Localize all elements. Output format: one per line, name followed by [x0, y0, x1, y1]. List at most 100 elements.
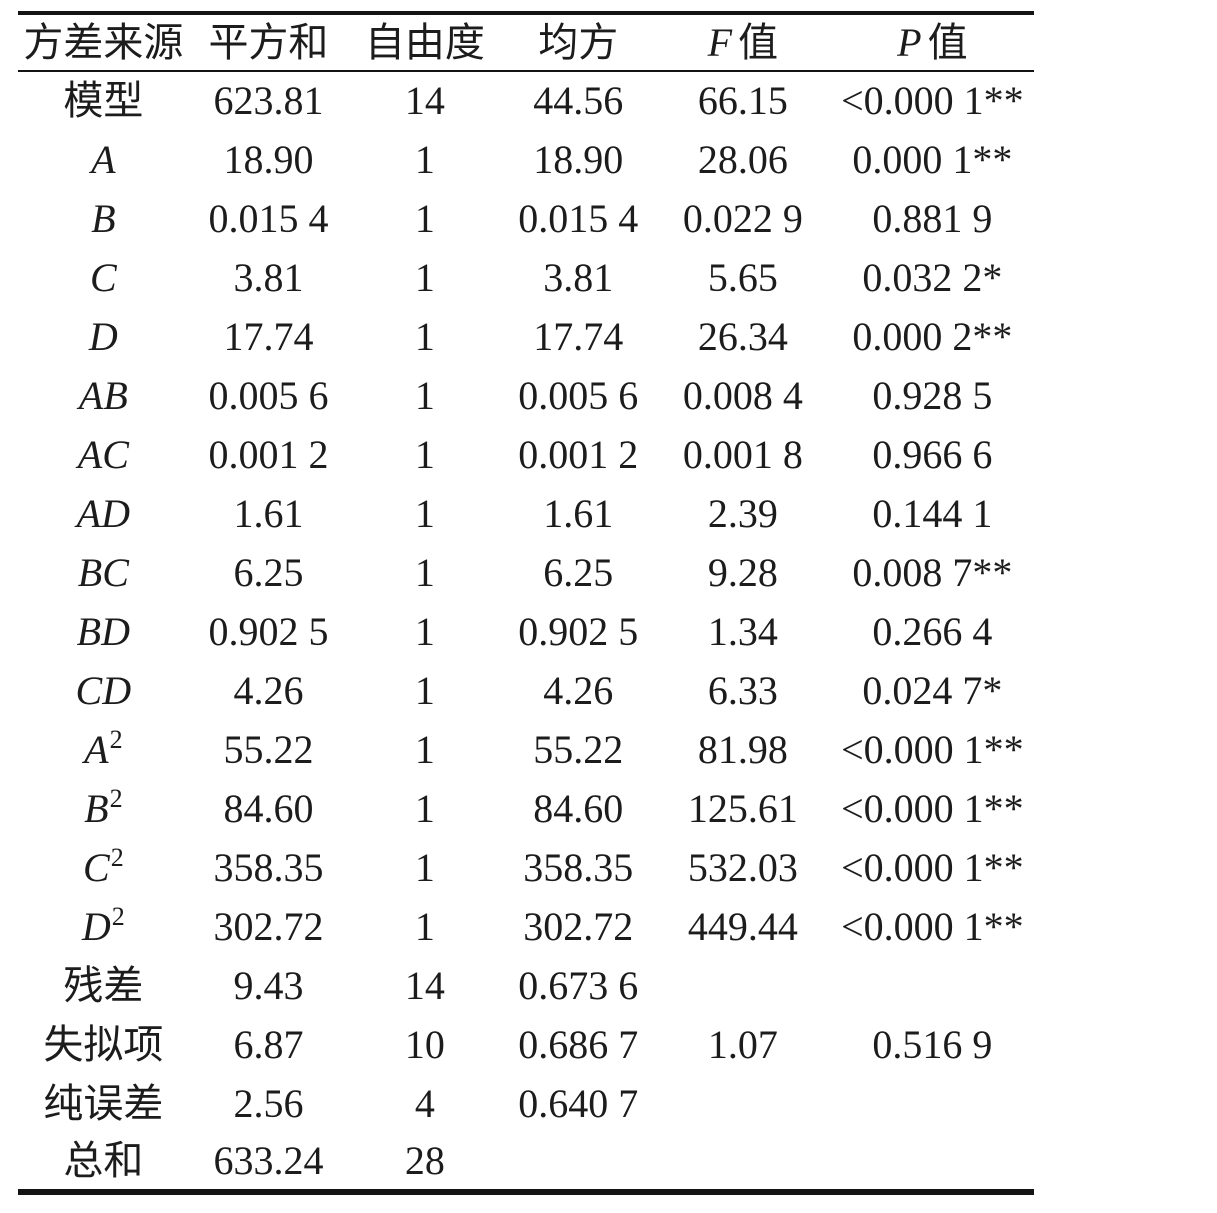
cell-source: C — [18, 248, 189, 307]
cell-degrees-of-freedom: 28 — [404, 1138, 445, 1183]
cell-p-value — [831, 956, 1034, 1015]
cell-degrees-of-freedom: 1 — [414, 549, 435, 595]
cell-mean-square: 18.90 — [533, 136, 624, 182]
cell-f-value: 125.61 — [687, 785, 798, 831]
cell-source: 纯误差 — [18, 1074, 189, 1133]
table-row: B2 84.60 1 84.60 125.61 <0.000 1** — [18, 779, 1034, 838]
cell-sum-of-squares: 358.35 — [213, 844, 324, 890]
cell-source: 失拟项 — [18, 1015, 189, 1074]
cell-sum-of-squares: 2.56 — [233, 1080, 304, 1126]
cell-sum-of-squares: 17.74 — [223, 313, 314, 359]
table-row: CD 4.26 1 4.26 6.33 0.024 7* — [18, 661, 1034, 720]
cell-degrees-of-freedom: 1 — [414, 490, 435, 536]
column-header-source: 方差来源 — [18, 13, 189, 71]
source-label: C — [83, 844, 110, 890]
source-label: AD — [76, 490, 130, 536]
source-label: 模型 — [63, 78, 144, 123]
cell-degrees-of-freedom: 10 — [404, 1021, 445, 1067]
table-row: 纯误差 2.56 4 0.640 7 — [18, 1074, 1034, 1133]
table-row: AD 1.61 1 1.61 2.39 0.144 1 — [18, 484, 1034, 543]
table-row: AB 0.005 6 1 0.005 6 0.008 4 0.928 5 — [18, 366, 1034, 425]
cell-p-value — [831, 1133, 1034, 1192]
cell-f-value: 81.98 — [697, 726, 788, 772]
header-italic-letter: P — [897, 19, 922, 65]
cell-mean-square: 55.22 — [533, 726, 624, 772]
cell-mean-square: 358.35 — [523, 844, 634, 890]
source-label: 纯误差 — [43, 1080, 164, 1126]
cell-f-value: 28.06 — [697, 136, 788, 182]
cell-mean-square: 0.005 6 — [518, 372, 639, 418]
table-row: A2 55.22 1 55.22 81.98 <0.000 1** — [18, 720, 1034, 779]
cell-source: C2 — [18, 838, 189, 897]
cell-mean-square: 0.001 2 — [518, 431, 639, 477]
table-row: 模型 623.81 14 44.56 66.15 <0.000 1** — [18, 71, 1034, 130]
cell-mean-square: 1.61 — [543, 490, 614, 536]
cell-p-value: 0.024 7* — [862, 667, 1003, 713]
cell-p-value: <0.000 1** — [841, 78, 1024, 123]
cell-source: A — [18, 130, 189, 189]
cell-mean-square: 0.673 6 — [518, 962, 639, 1008]
cell-source: CD — [18, 661, 189, 720]
header-label: 均方 — [538, 19, 619, 65]
table-row: AC 0.001 2 1 0.001 2 0.001 8 0.966 6 — [18, 425, 1034, 484]
table-row: 失拟项 6.87 10 0.686 7 1.07 0.516 9 — [18, 1015, 1034, 1074]
table-row: 残差 9.43 14 0.673 6 — [18, 956, 1034, 1015]
cell-sum-of-squares: 0.005 6 — [208, 372, 329, 418]
cell-mean-square — [502, 1133, 655, 1192]
cell-mean-square: 0.686 7 — [518, 1021, 639, 1067]
cell-f-value — [655, 1133, 831, 1192]
table-row: BC 6.25 1 6.25 9.28 0.008 7** — [18, 543, 1034, 602]
cell-f-value: 6.33 — [707, 667, 778, 713]
cell-degrees-of-freedom: 1 — [414, 313, 435, 359]
cell-degrees-of-freedom: 1 — [414, 844, 435, 890]
cell-sum-of-squares: 0.001 2 — [208, 431, 329, 477]
cell-degrees-of-freedom: 1 — [414, 254, 435, 300]
cell-source: A2 — [18, 720, 189, 779]
cell-mean-square: 0.902 5 — [518, 608, 639, 654]
table-row: D 17.74 1 17.74 26.34 0.000 2** — [18, 307, 1034, 366]
cell-sum-of-squares: 4.26 — [233, 667, 304, 713]
column-header-mean-square: 均方 — [502, 13, 655, 71]
table-row: B 0.015 4 1 0.015 4 0.022 9 0.881 9 — [18, 189, 1034, 248]
cell-degrees-of-freedom: 1 — [414, 431, 435, 477]
cell-p-value: <0.000 1** — [841, 844, 1024, 890]
cell-f-value — [655, 956, 831, 1015]
cell-mean-square: 17.74 — [533, 313, 624, 359]
source-label: A — [91, 136, 116, 182]
cell-source: B — [18, 189, 189, 248]
source-superscript: 2 — [109, 725, 123, 755]
table-row: A 18.90 1 18.90 28.06 0.000 1** — [18, 130, 1034, 189]
table-row: 总和 633.24 28 — [18, 1133, 1034, 1192]
cell-mean-square: 3.81 — [543, 254, 614, 300]
cell-f-value: 0.022 9 — [682, 195, 803, 241]
header-label: 方差来源 — [23, 19, 184, 65]
cell-mean-square: 0.015 4 — [518, 195, 639, 241]
cell-degrees-of-freedom: 1 — [414, 372, 435, 418]
source-label: BC — [77, 549, 129, 595]
cell-f-value: 532.03 — [687, 844, 798, 890]
cell-source: B2 — [18, 779, 189, 838]
cell-f-value: 9.28 — [707, 549, 778, 595]
cell-p-value — [831, 1074, 1034, 1133]
cell-p-value: 0.966 6 — [872, 431, 993, 477]
cell-sum-of-squares: 3.81 — [233, 254, 304, 300]
source-label: A — [84, 726, 109, 772]
source-label: BD — [76, 608, 130, 654]
header-label: 值 — [927, 19, 968, 65]
cell-p-value: 0.928 5 — [872, 372, 993, 418]
source-label: AB — [78, 372, 128, 418]
cell-degrees-of-freedom: 1 — [414, 726, 435, 772]
cell-mean-square: 302.72 — [523, 903, 634, 949]
cell-source: BD — [18, 602, 189, 661]
cell-degrees-of-freedom: 1 — [414, 903, 435, 949]
cell-sum-of-squares: 302.72 — [213, 903, 324, 949]
cell-p-value: 0.000 2** — [852, 313, 1013, 359]
cell-mean-square: 84.60 — [533, 785, 624, 831]
source-label: CD — [75, 667, 132, 713]
header-label: 值 — [738, 19, 779, 65]
cell-p-value: 0.032 2* — [862, 254, 1003, 300]
